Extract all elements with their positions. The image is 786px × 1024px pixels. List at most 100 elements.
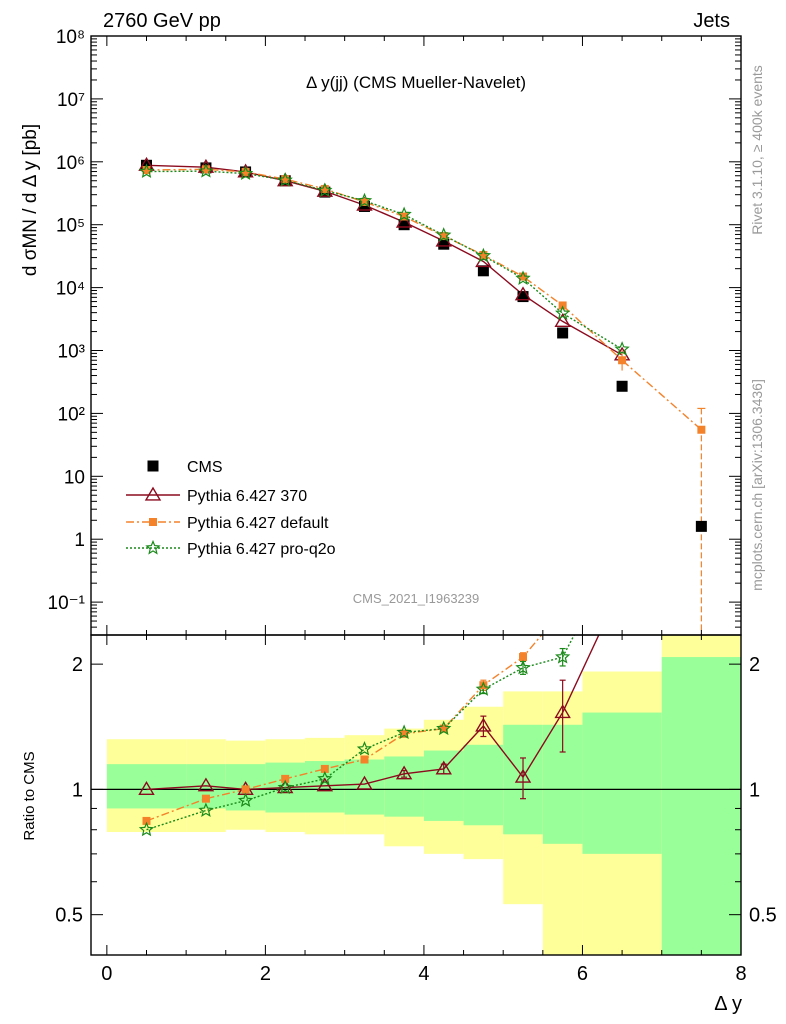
marker-star <box>475 247 492 263</box>
marker-star <box>475 681 492 696</box>
inner-band <box>463 744 504 826</box>
marker-star <box>515 659 531 675</box>
analysis-id: CMS_2021_I1963239 <box>353 591 480 606</box>
marker-square <box>142 166 151 175</box>
ratio-axis-label: Ratio to CMS <box>21 751 38 840</box>
marker-square <box>616 380 628 392</box>
y-tick-label: 10⁵ <box>56 216 85 237</box>
marker-triangle <box>276 779 294 794</box>
marker-triangle <box>514 768 532 783</box>
marker-star <box>436 720 452 736</box>
marker-square <box>241 167 250 176</box>
ratio-y-tick-label: 2 <box>72 654 83 676</box>
marker-square <box>479 681 488 690</box>
x-tick-label: 2 <box>260 963 271 985</box>
marker-square <box>695 520 707 532</box>
marker-square <box>519 653 528 662</box>
marker-star <box>515 270 531 285</box>
marker-triangle <box>395 213 413 228</box>
x-axis-label: Δ y <box>714 993 742 1015</box>
marker-star <box>356 741 373 756</box>
legend-label: CMS <box>187 459 223 476</box>
marker-star <box>396 724 412 740</box>
marker-triangle <box>395 765 413 780</box>
marker-star <box>138 821 155 837</box>
marker-square <box>320 764 329 773</box>
marker-square <box>618 356 627 365</box>
plot-title: Δ y(jj) (CMS Mueller-Navelet) <box>306 73 526 92</box>
y-tick-label: 10⁴ <box>56 279 85 300</box>
x-tick-label: 8 <box>735 963 746 985</box>
legend: CMS Pythia 6.427 370 Pythia 6.427 default P… <box>126 459 336 558</box>
ratio-y-tick-label-right: 0.5 <box>749 905 777 927</box>
mcplots-note: mcplots.cern.ch [arXiv:1306.3436] <box>749 379 765 591</box>
marker-square <box>400 212 409 221</box>
marker-triangle <box>514 286 532 301</box>
marker-star <box>317 182 333 197</box>
rivet-note: Rivet 3.1.10, ≥ 400k events <box>749 65 765 235</box>
inner-band <box>344 759 385 815</box>
marker-square <box>281 175 290 184</box>
y-tick-label: 10² <box>58 404 85 425</box>
y-tick-label: 10⁷ <box>57 90 85 111</box>
marker-square <box>147 460 159 472</box>
marker-square <box>517 291 529 303</box>
y-tick-label: 10 <box>64 467 85 488</box>
marker-star <box>277 172 293 187</box>
marker-star <box>138 163 155 179</box>
marker-triangle <box>316 777 334 792</box>
marker-square <box>360 755 369 764</box>
marker-star <box>396 206 412 222</box>
marker-triangle <box>356 775 373 790</box>
marker-star <box>554 305 571 320</box>
series-line <box>146 170 623 350</box>
marker-square <box>142 816 151 825</box>
ratio-y-tick-label: 1 <box>72 779 83 801</box>
x-tick-label: 0 <box>101 963 112 985</box>
marker-star <box>436 227 452 242</box>
marker-square <box>149 518 157 526</box>
x-tick-label: 6 <box>577 963 588 985</box>
marker-square <box>557 327 569 339</box>
series-markers <box>138 156 707 837</box>
y-axis-label: d σMN / d Δ y [pb] <box>20 124 41 276</box>
marker-star <box>317 770 333 786</box>
ratio-frame <box>90 634 742 956</box>
x-tick-label: 4 <box>418 963 429 985</box>
marker-triangle <box>144 486 162 501</box>
marker-square <box>201 794 210 803</box>
y-tick-label: 10³ <box>58 342 85 363</box>
marker-square <box>697 425 706 434</box>
y-tick-label: 10⁻¹ <box>48 593 86 614</box>
marker-star <box>356 192 373 208</box>
marker-square <box>201 165 210 174</box>
ratio-y-tick-label-right: 1 <box>749 779 760 801</box>
marker-square <box>358 200 370 212</box>
ratio-line <box>146 634 600 791</box>
legend-label: Pythia 6.427 default <box>187 515 329 532</box>
marker-square <box>360 197 369 206</box>
marker-square <box>241 785 250 794</box>
marker-triangle <box>554 704 571 719</box>
category-label: Jets <box>693 10 730 32</box>
inner-band <box>582 712 662 854</box>
energy-label: 2760 GeV pp <box>103 10 221 32</box>
axes: 0 2 4 6 8 10⁻¹ 1 10 10² 10³ 10⁴ 10⁵ 10⁶ 10⁷ 10⁸ 0.5 0.5 1… <box>48 27 777 985</box>
marker-square <box>477 265 489 277</box>
marker-square <box>439 724 448 733</box>
marker-star <box>237 165 254 181</box>
marker-star <box>198 802 214 817</box>
marker-square <box>320 184 329 193</box>
marker-square <box>439 232 448 241</box>
legend-label: Pythia 6.427 pro-q2o <box>187 541 336 558</box>
series-line <box>146 164 623 356</box>
marker-square <box>479 250 488 259</box>
inner-band <box>106 764 187 809</box>
marker-square <box>519 272 528 281</box>
inner-band <box>661 657 741 955</box>
marker-star <box>614 341 630 356</box>
y-tick-label: 10⁸ <box>56 27 85 48</box>
marker-triangle <box>435 760 452 775</box>
marker-triangle <box>138 781 155 796</box>
marker-square <box>400 729 409 738</box>
